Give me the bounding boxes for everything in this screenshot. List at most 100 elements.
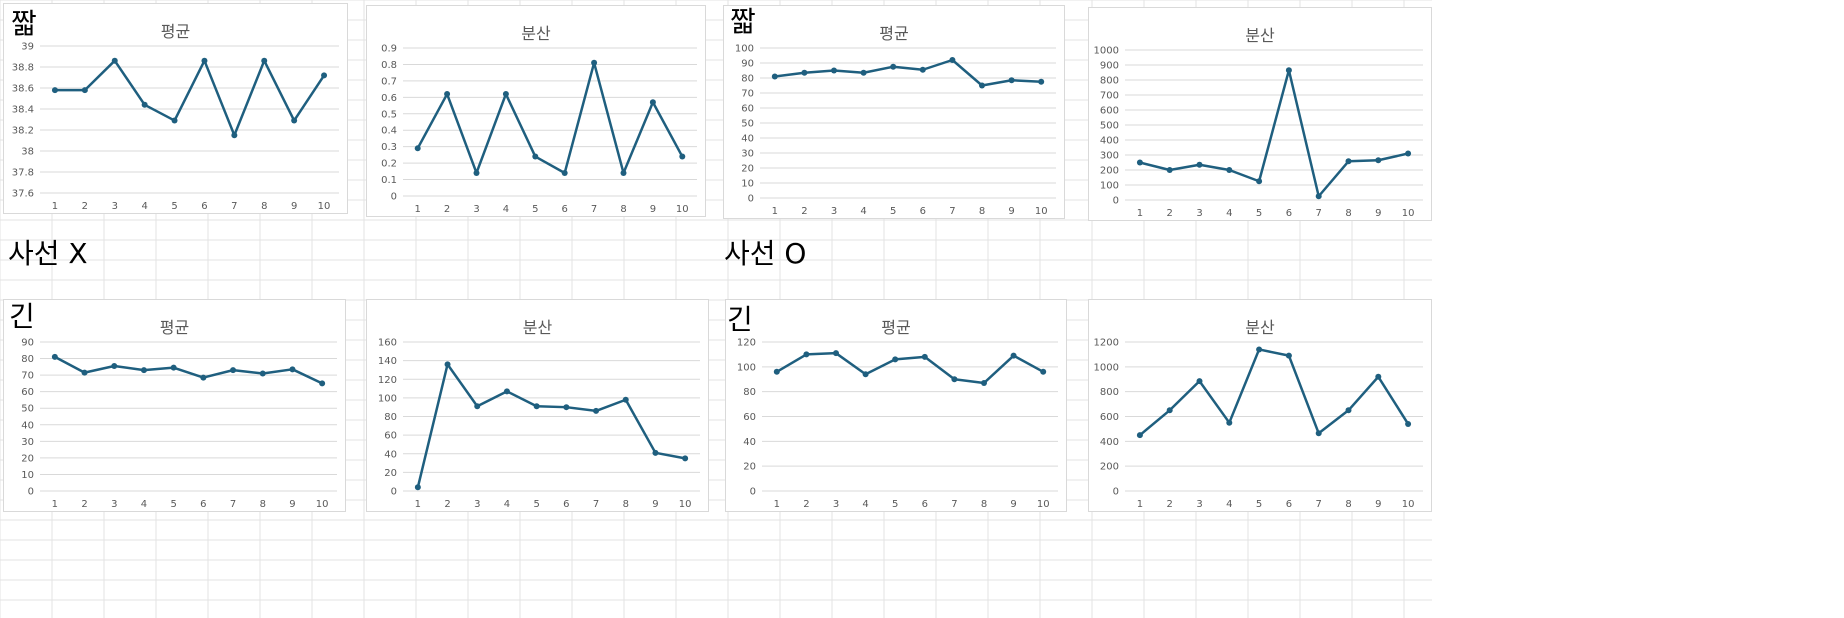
data-point [803, 351, 810, 358]
long-no-dict-mean-chart[interactable]: 평균 0 10 20 30 40 50 60 70 80 90 1 2 3 4 5 6 7 8 9 10 [3, 299, 346, 512]
y-tick-label: 0.6 [381, 93, 397, 104]
data-point [1136, 432, 1143, 439]
data-point [414, 145, 421, 152]
y-tick-label: 200 [1100, 166, 1119, 177]
x-tick-label: 6 [1286, 499, 1292, 510]
no-dict-section-label: 사선 X [8, 237, 88, 270]
y-tick-label: 80 [384, 412, 397, 423]
x-tick-label: 3 [831, 206, 837, 217]
y-tick-label: 100 [378, 393, 397, 404]
x-tick-label: 8 [1345, 208, 1351, 219]
y-tick-label: 39 [21, 42, 34, 53]
data-point [833, 350, 839, 357]
y-tick-label: 1000 [1094, 46, 1119, 57]
data-point [862, 371, 869, 378]
chart-title: 평균 [160, 22, 191, 41]
y-tick-label: 40 [743, 437, 756, 448]
short-no-dict-variance-chart[interactable]: 분산 0 0.1 0.2 0.3 0.4 0.5 0.6 0.7 0.8 0.9 1 2 3 4 5 6 7 8 9… [366, 5, 706, 217]
short-label-left: 짧 [11, 7, 37, 40]
long-with-dict-variance-chart[interactable]: 분산 0 200 400 600 800 1000 1200 1 2 3 4 5 6 7 8 9 10 [1088, 299, 1432, 512]
x-tick-label: 7 [1316, 208, 1322, 219]
x-tick-label: 10 [1037, 499, 1050, 510]
y-tick-label: 38 [21, 147, 34, 158]
data-point [1166, 407, 1173, 414]
short-no-dict-mean-chart[interactable]: 평균 37.6 37.8 38 38.2 38.4 38.6 38.8 39 1 2 3 4 5 6 7 8 9… [3, 3, 348, 214]
y-tick-label: 500 [1100, 121, 1119, 132]
x-tick-label: 3 [474, 499, 480, 510]
x-tick-label: 1 [52, 201, 58, 212]
data-point [1405, 150, 1412, 157]
data-point [473, 169, 480, 176]
x-tick-label: 10 [1035, 206, 1048, 217]
data-point [652, 449, 659, 456]
short-with-dict-variance-chart[interactable]: 분산 0 100 200 300 400 500 600 700 800 900 1000 1 2 3 4 5… [1088, 7, 1432, 221]
y-tick-label: 20 [743, 462, 756, 473]
x-tick-label: 8 [1345, 499, 1351, 510]
data-point [289, 366, 296, 373]
y-tick-label: 200 [1100, 462, 1119, 473]
long-with-dict-mean-chart[interactable]: 평균 0 20 40 60 80 100 120 1 2 3 4 5 6 7 8 9 10 [725, 299, 1067, 512]
y-tick-label: 0 [391, 487, 397, 498]
x-tick-label: 8 [261, 201, 267, 212]
y-tick-label: 37.8 [12, 168, 34, 179]
x-tick-label: 4 [141, 201, 147, 212]
chart-title: 분산 [521, 24, 551, 43]
y-tick-label: 50 [21, 404, 34, 415]
x-tick-label: 4 [503, 204, 509, 215]
chart-title: 평균 [881, 318, 911, 337]
data-point [860, 69, 867, 76]
x-tick-label: 9 [652, 499, 658, 510]
x-tick-label: 3 [833, 499, 839, 510]
series-line [54, 59, 326, 137]
long-no-dict-variance-chart[interactable]: 분산 0 20 40 60 80 100 120 140 160 1 2 3 4 5 6 7 8 9 10 [366, 299, 709, 512]
x-tick-label: 9 [1375, 499, 1381, 510]
x-tick-label: 6 [922, 499, 928, 510]
x-tick-label: 6 [920, 206, 926, 217]
x-tick-label: 2 [803, 499, 809, 510]
x-tick-label: 1 [415, 204, 421, 215]
chart-plot: 0 20 40 60 80 100 120 140 160 1 2 3 4 5 6 7 8 9 10 [378, 338, 700, 510]
y-tick-label: 20 [384, 468, 397, 479]
x-tick-label: 4 [504, 499, 510, 510]
data-point [563, 404, 570, 411]
x-tick-label: 10 [679, 499, 692, 510]
y-tick-label: 20 [741, 164, 754, 175]
y-tick-label: 0 [750, 487, 756, 498]
x-tick-label: 9 [1375, 208, 1381, 219]
data-point [444, 361, 451, 368]
x-tick-label: 2 [444, 499, 450, 510]
chart-title: 분산 [522, 318, 553, 337]
data-point [771, 73, 778, 80]
y-tick-label: 60 [21, 387, 34, 398]
y-tick-label: 0 [1113, 196, 1119, 207]
y-tick-label: 1000 [1094, 362, 1119, 373]
x-tick-label: 10 [316, 499, 329, 510]
data-point [111, 363, 118, 370]
data-point [1256, 346, 1263, 353]
x-tick-label: 4 [1226, 208, 1232, 219]
data-point [1375, 373, 1382, 380]
y-tick-label: 0 [1113, 487, 1119, 498]
data-point [503, 388, 510, 395]
x-tick-label: 10 [1402, 499, 1415, 510]
y-tick-label: 100 [1100, 181, 1119, 192]
x-tick-label: 8 [620, 204, 626, 215]
data-point [949, 57, 956, 63]
data-point [319, 380, 326, 387]
y-tick-label: 0.5 [381, 109, 397, 120]
y-tick-label: 37.6 [12, 189, 34, 200]
data-point [1008, 77, 1015, 84]
data-point [51, 87, 58, 94]
chart-plot: 0 20 40 60 80 100 120 1 2 3 4 5 6 7 8 9 10 [737, 338, 1058, 510]
y-tick-label: 60 [741, 104, 754, 115]
x-tick-label: 1 [1137, 499, 1143, 510]
data-point [1166, 167, 1173, 173]
chart-plot: 37.6 37.8 38 38.2 38.4 38.6 38.8 39 1 2 3 4 5 6 7 8 9 10 [12, 42, 339, 212]
y-tick-label: 50 [741, 119, 754, 130]
data-point [1040, 368, 1047, 375]
y-tick-label: 300 [1100, 151, 1119, 162]
data-point [1315, 193, 1322, 200]
short-with-dict-mean-chart[interactable]: 평균 0 10 20 30 40 50 60 70 80 90 100 1 2 3 4 5 6 7 8 9 10 [723, 5, 1065, 219]
series-line [1139, 69, 1409, 198]
data-point [170, 364, 177, 371]
